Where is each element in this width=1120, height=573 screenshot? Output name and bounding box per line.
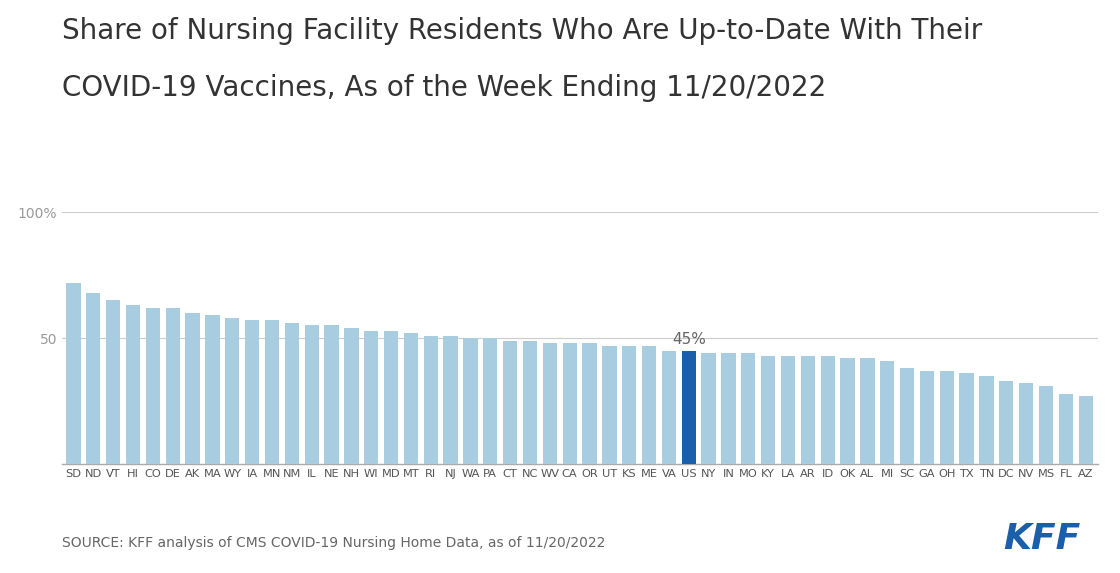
Bar [423, 336, 438, 464]
Bar [543, 343, 557, 464]
Bar [1079, 396, 1093, 464]
Bar [464, 338, 477, 464]
Bar [284, 323, 299, 464]
Bar [344, 328, 358, 464]
Bar [384, 331, 399, 464]
Bar [146, 308, 160, 464]
Bar [860, 358, 875, 464]
Text: COVID-19 Vaccines, As of the Week Ending 11/20/2022: COVID-19 Vaccines, As of the Week Ending… [62, 74, 825, 103]
Bar [1058, 394, 1073, 464]
Bar [920, 371, 934, 464]
Text: 45%: 45% [672, 332, 706, 347]
Text: SOURCE: KFF analysis of CMS COVID-19 Nursing Home Data, as of 11/20/2022: SOURCE: KFF analysis of CMS COVID-19 Nur… [62, 536, 605, 550]
Bar [781, 356, 795, 464]
Bar [721, 353, 736, 464]
Bar [741, 353, 756, 464]
Bar [999, 381, 1014, 464]
Bar [940, 371, 954, 464]
Text: KFF: KFF [1004, 522, 1081, 556]
Bar [562, 343, 577, 464]
Bar [305, 325, 319, 464]
Bar [622, 346, 636, 464]
Bar [125, 305, 140, 464]
Bar [86, 293, 101, 464]
Bar [205, 315, 220, 464]
Bar [1019, 383, 1034, 464]
Bar [642, 346, 656, 464]
Bar [483, 338, 497, 464]
Bar [821, 356, 834, 464]
Bar [523, 340, 538, 464]
Bar [225, 318, 240, 464]
Bar [364, 331, 379, 464]
Bar [264, 320, 279, 464]
Bar [503, 340, 517, 464]
Bar [66, 282, 81, 464]
Bar [603, 346, 616, 464]
Bar [1039, 386, 1053, 464]
Bar [701, 353, 716, 464]
Bar [979, 376, 993, 464]
Bar [186, 313, 199, 464]
Bar [662, 351, 676, 464]
Bar [880, 361, 895, 464]
Bar [245, 320, 259, 464]
Bar [682, 351, 696, 464]
Bar [106, 300, 120, 464]
Bar [444, 336, 458, 464]
Bar [801, 356, 815, 464]
Bar [840, 358, 855, 464]
Bar [900, 368, 914, 464]
Bar [403, 333, 418, 464]
Bar [166, 308, 180, 464]
Text: Share of Nursing Facility Residents Who Are Up-to-Date With Their: Share of Nursing Facility Residents Who … [62, 17, 982, 45]
Bar [325, 325, 338, 464]
Bar [582, 343, 597, 464]
Bar [960, 374, 973, 464]
Bar [760, 356, 775, 464]
